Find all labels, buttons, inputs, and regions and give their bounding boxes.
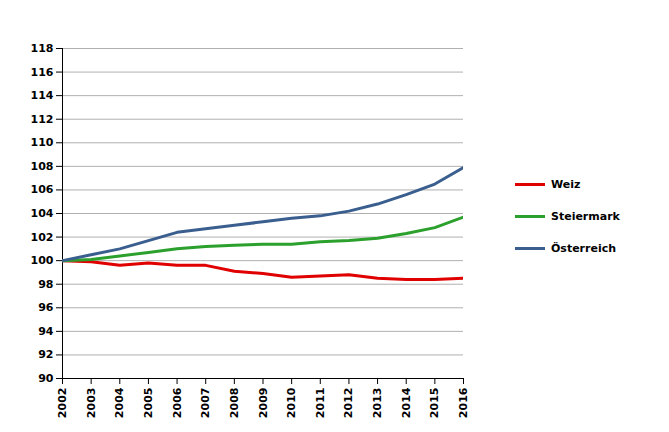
svg-text:2014: 2014 — [400, 387, 413, 418]
svg-text:2005: 2005 — [142, 388, 155, 419]
svg-text:94: 94 — [38, 325, 54, 338]
svg-text:106: 106 — [31, 183, 54, 196]
svg-text:2007: 2007 — [199, 388, 212, 419]
svg-text:118: 118 — [31, 42, 54, 55]
svg-text:116: 116 — [31, 66, 54, 79]
svg-text:2003: 2003 — [85, 388, 98, 419]
svg-text:2009: 2009 — [257, 388, 270, 419]
svg-text:108: 108 — [31, 160, 54, 173]
svg-text:2012: 2012 — [342, 388, 355, 419]
svg-text:112: 112 — [31, 113, 54, 126]
svg-text:2002: 2002 — [56, 388, 69, 419]
svg-text:92: 92 — [38, 348, 53, 361]
svg-text:2006: 2006 — [171, 387, 184, 418]
svg-text:2013: 2013 — [371, 388, 384, 419]
svg-text:102: 102 — [31, 231, 54, 244]
svg-text:100: 100 — [31, 254, 54, 267]
svg-text:2010: 2010 — [285, 387, 298, 418]
svg-text:110: 110 — [31, 136, 54, 149]
svg-text:96: 96 — [38, 301, 54, 314]
svg-text:114: 114 — [31, 89, 54, 102]
html-text:Weiz: Weiz — [551, 177, 581, 191]
svg-text:2008: 2008 — [228, 388, 241, 419]
svg-text:2016: 2016 — [457, 387, 470, 418]
svg-text:2015: 2015 — [428, 388, 441, 419]
svg-text:104: 104 — [31, 207, 54, 220]
html-text:Österreich: Österreich — [551, 241, 617, 255]
html-text:Steiermark: Steiermark — [551, 209, 620, 223]
svg-text:90: 90 — [38, 372, 54, 385]
svg-text:2004: 2004 — [113, 387, 126, 418]
svg-text:98: 98 — [38, 278, 53, 291]
svg-text:2011: 2011 — [314, 388, 327, 419]
